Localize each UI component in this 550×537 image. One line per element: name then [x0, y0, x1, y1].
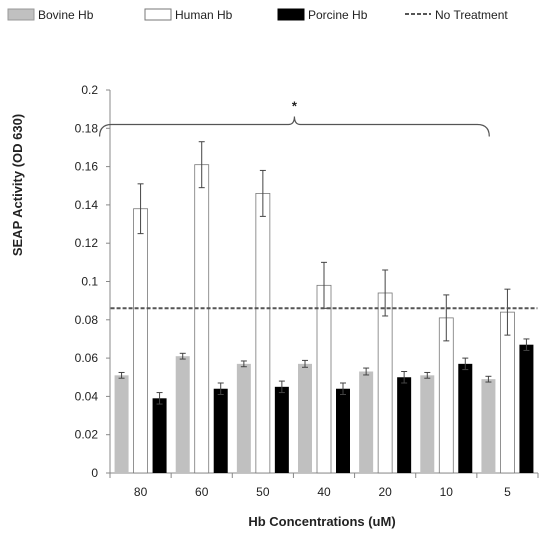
y-tick-label: 0.04 [75, 389, 99, 403]
bar-porcine-hb [519, 344, 534, 473]
bar-bovine-hb [481, 379, 496, 473]
annotation: * [98, 98, 490, 137]
legend-label: Human Hb [175, 8, 233, 22]
bar-human-hb [255, 193, 271, 474]
x-tick-label: 5 [504, 485, 511, 499]
bar-porcine-hb [213, 388, 228, 473]
bar-bovine-hb [420, 375, 435, 473]
y-tick-label: 0.18 [75, 121, 99, 135]
legend: Bovine Hb Human Hb Porcine Hb No Treatment [7, 8, 508, 22]
bar-bovine-hb [175, 356, 190, 473]
x-tick-label: 60 [195, 485, 209, 499]
legend-label: Porcine Hb [308, 8, 368, 22]
y-tick-label: 0 [91, 466, 98, 480]
bar-human-hb [316, 284, 332, 474]
y-tick-label: 0.1 [81, 275, 98, 289]
bar-porcine-hb [336, 388, 350, 473]
y-tick-label: 0.12 [75, 236, 99, 250]
y-tick-label: 0.06 [75, 351, 99, 365]
y-tick-label: 0.14 [75, 198, 99, 212]
bar-bovine-hb [236, 363, 251, 473]
y-tick-label: 0.02 [75, 428, 99, 442]
significance-star: * [292, 98, 298, 113]
x-axis-title: Hb Concentrations (uM) [248, 514, 395, 529]
x-tick-label: 40 [317, 485, 331, 499]
bars [110, 141, 538, 474]
legend-label: No Treatment [435, 8, 508, 22]
legend-swatch-porcine-hb [277, 8, 305, 21]
x-tick-label: 50 [256, 485, 270, 499]
significance-bracket [98, 116, 490, 137]
bar-porcine-hb [397, 377, 412, 473]
x-tick-label: 10 [440, 485, 454, 499]
bar-porcine-hb [458, 363, 473, 473]
bar-bovine-hb [298, 363, 312, 473]
y-tick-label: 0.08 [75, 313, 99, 327]
legend-swatch-bovine-hb [7, 8, 35, 21]
x-tick-label: 80 [134, 485, 148, 499]
bar-human-hb [194, 164, 210, 474]
bar-bovine-hb [114, 375, 129, 473]
legend-swatch-human-hb [144, 8, 172, 21]
y-tick-label: 0.16 [75, 160, 99, 174]
legend-label: Bovine Hb [38, 8, 94, 22]
axes: 0 0.02 0.04 0.06 0.08 0.1 0.12 0.14 0.16 0.18 0.2 8… [75, 83, 539, 499]
bar-human-hb [377, 292, 393, 474]
y-axis-title: SEAP Activity (OD 630) [10, 114, 25, 256]
x-tick-label: 20 [378, 485, 392, 499]
bar-porcine-hb [152, 398, 167, 473]
bar-human-hb [500, 311, 515, 474]
bar-bovine-hb [359, 371, 374, 473]
bar-human-hb [133, 208, 148, 474]
y-tick-label: 0.2 [81, 83, 98, 97]
bar-porcine-hb [274, 386, 289, 473]
